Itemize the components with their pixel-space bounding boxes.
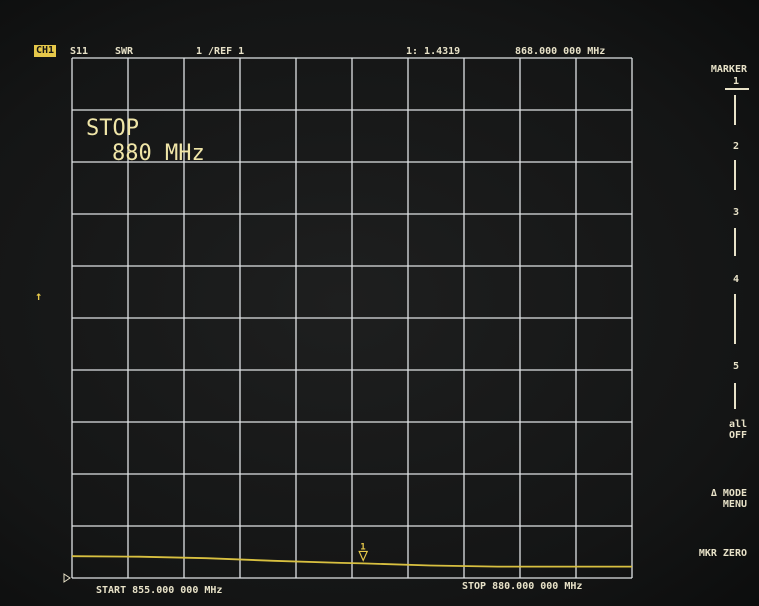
swr-trace <box>71 555 632 568</box>
softkey-marker-5[interactable]: 5 <box>733 361 740 372</box>
active-key-underline <box>725 88 749 90</box>
marker-1-indicator: 1 <box>358 542 369 562</box>
softkey-divider <box>734 160 736 190</box>
start-pointer-icon <box>63 573 71 583</box>
softkey-all-off[interactable]: all OFF <box>728 419 747 441</box>
scale-ref-label: 1 /REF 1 <box>196 46 245 57</box>
softkey-marker-2[interactable]: 2 <box>733 141 740 152</box>
softkey-divider <box>734 383 736 409</box>
channel-badge[interactable]: CH1 <box>34 45 57 57</box>
marker-triangle-icon <box>358 550 369 562</box>
parameter-label: S11 <box>70 46 89 57</box>
softkey-delta-mode-menu[interactable]: Δ MODE MENU <box>710 488 747 510</box>
marker-readout: 1: 1.4319 <box>406 46 461 57</box>
softkey-marker-1[interactable]: 1 <box>733 76 740 87</box>
format-label: SWR <box>115 46 134 57</box>
marker-frequency: 868.000 000 MHz <box>515 46 606 57</box>
marker-number-label: 1 <box>360 542 365 552</box>
softkey-divider <box>734 228 736 256</box>
softkey-marker-3[interactable]: 3 <box>733 207 740 218</box>
active-entry-value: 880 MHz <box>112 141 205 166</box>
stop-frequency: STOP 880.000 000 MHz <box>462 581 583 592</box>
graticule <box>71 57 633 579</box>
ref-pointer-icon: ↑ <box>35 289 43 303</box>
softkey-marker-zero[interactable]: MKR ZERO <box>698 548 747 559</box>
active-entry-label: STOP <box>86 116 139 141</box>
softkey-marker-4[interactable]: 4 <box>733 274 740 285</box>
softkey-divider <box>734 294 736 344</box>
start-frequency: START 855.000 000 MHz <box>96 585 223 596</box>
softkey-menu-title: MARKER <box>710 64 747 75</box>
softkey-divider <box>734 95 736 125</box>
